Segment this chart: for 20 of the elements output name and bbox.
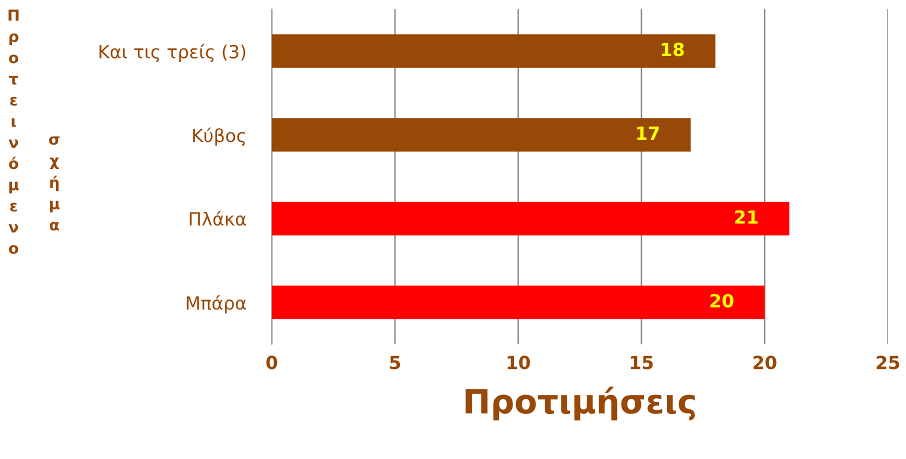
data-label: 18 <box>662 42 684 56</box>
bar <box>272 202 790 236</box>
x-tick-label: 15 <box>630 356 653 370</box>
y-tick-label: Πλάκα <box>190 211 246 226</box>
bar <box>272 34 716 68</box>
bar <box>272 286 765 320</box>
x-tick-label: 25 <box>876 356 900 370</box>
y-tick-label: Κύβος <box>193 128 246 146</box>
bar <box>272 118 691 152</box>
y-tick-label: Και τις τρείς (3) <box>100 44 246 62</box>
x-tick-label: 0 <box>266 356 278 370</box>
y-tick-label: Μπάρα <box>186 295 246 314</box>
x-tick-label: 10 <box>508 356 530 370</box>
x-tick-label: 20 <box>754 356 776 370</box>
x-tick-label: 5 <box>390 356 400 370</box>
text: Προτεινόμενο σχήμα <box>8 10 60 254</box>
data-label: 20 <box>710 294 734 308</box>
data-label: 17 <box>637 126 659 140</box>
x-axis-title: Προτιμήσεις <box>466 386 695 420</box>
data-label: 21 <box>735 210 758 224</box>
